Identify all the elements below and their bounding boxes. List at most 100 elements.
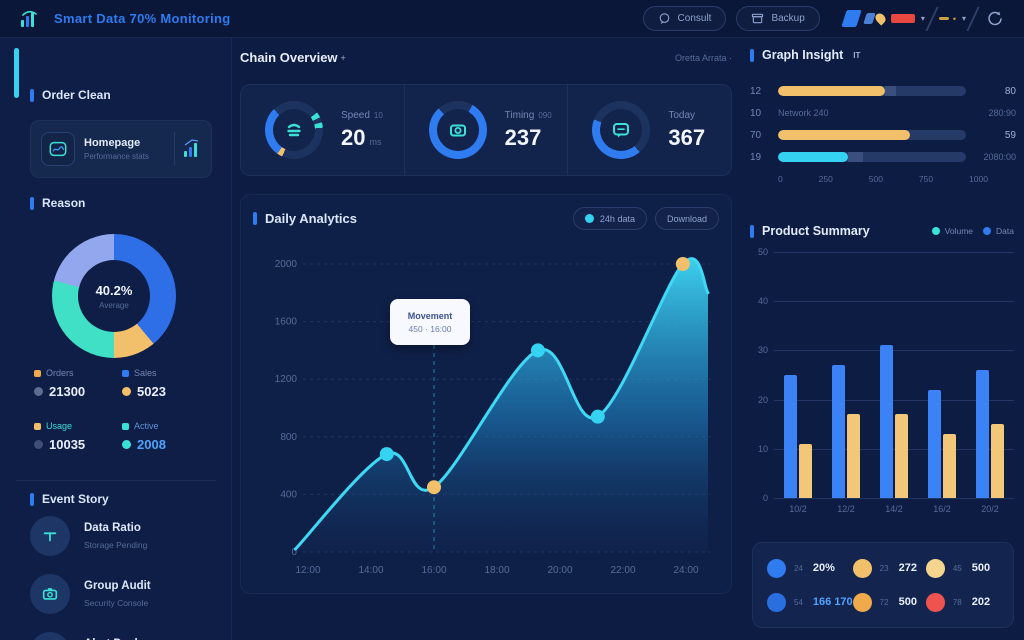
section-accent-bar — [30, 196, 34, 210]
event-text: Data Ratio Storage Pending — [84, 516, 147, 550]
donut-legend-label: Active — [134, 421, 159, 431]
stat-label: Speed — [341, 109, 370, 121]
legend-value: 20% — [812, 562, 835, 574]
y-tick-label: 2000 — [275, 259, 298, 270]
x-tick-label: 12/2 — [837, 504, 855, 514]
bar — [943, 434, 956, 498]
y-tick-label: 50 — [757, 247, 768, 257]
legend-glyph-icon — [34, 369, 41, 377]
insight-row-value: 80 — [1004, 85, 1016, 97]
event-list-item[interactable]: Alert Desk — [30, 632, 220, 640]
archive-box-icon — [752, 13, 764, 24]
overview-right-link[interactable]: Oretta Arrata · — [674, 52, 732, 63]
chart-dot — [379, 447, 394, 462]
backup-button-label: Backup — [771, 13, 805, 24]
homepage-card[interactable]: Homepage Performance stats — [30, 120, 212, 178]
bar-group — [976, 370, 1004, 498]
bar — [847, 414, 860, 498]
camera-icon — [429, 101, 487, 159]
bar — [832, 365, 845, 498]
legend-value: 166 170 — [812, 596, 853, 608]
wave-panel-icon — [49, 141, 67, 157]
product-summary-title: Product Summary — [762, 224, 870, 238]
section-accent-bar — [750, 224, 754, 238]
legend-item: 78 202 — [925, 592, 999, 612]
x-tick-label: 14/2 — [885, 504, 903, 514]
legend-label: Volume — [944, 226, 974, 236]
x-tick-label: 20/2 — [981, 504, 999, 514]
donut-legend-value-row: 2008 — [122, 437, 210, 452]
legend-dot — [767, 558, 786, 578]
x-tick-label: 10/2 — [789, 504, 807, 514]
insight-row-label: 10 — [750, 107, 762, 119]
legend-dot — [122, 387, 131, 396]
deco-slash-2 — [966, 6, 980, 31]
insight-progress-chart: 12 80 10 Network 240 280:90 70 59 19 2080:00 0 250… — [750, 80, 1016, 185]
deco-parallelogram — [841, 10, 862, 27]
legend-dot — [931, 227, 940, 235]
legend-dim-text: 72 — [879, 597, 889, 607]
stat-value: 237 — [504, 124, 542, 150]
chart-controls: 24h data Download — [572, 207, 719, 230]
y-tick-label: 30 — [757, 345, 768, 356]
event-list-item[interactable]: Data Ratio Storage Pending — [30, 516, 220, 556]
x-tick-label: 14:00 — [358, 565, 383, 576]
event-text: Group Audit Security Console — [84, 574, 151, 608]
gridline — [774, 498, 1014, 499]
legend-dot — [852, 558, 872, 578]
progress-track — [778, 130, 966, 140]
daily-analytics-card: Daily Analytics 24h data Download 0 400 80… — [240, 194, 732, 594]
deco-caret-icon-2: ▾ — [961, 14, 966, 23]
chart-dot — [530, 343, 545, 358]
legend-dot — [584, 214, 594, 223]
daily-analytics-title: Daily Analytics — [265, 211, 358, 226]
bar-group — [832, 365, 860, 498]
section-accent-bar — [30, 88, 34, 102]
download-button[interactable]: Download — [654, 207, 719, 230]
timing-progress-ring — [428, 101, 487, 159]
deco-slash — [925, 6, 939, 31]
stat-label: Today — [668, 109, 696, 121]
stat-text: Speed 10 20 ms — [341, 110, 383, 151]
legend-toggle-pill[interactable]: 24h data — [572, 207, 647, 230]
event-text: Alert Desk — [84, 632, 141, 640]
graph-insight-title-row: Graph Insight IT — [750, 48, 860, 62]
sidebar-section1-label: Order Clean — [42, 88, 111, 102]
axis-tick-label: 0 — [778, 174, 783, 184]
sidebar: Order Clean Homepage Performance stats — [0, 38, 232, 640]
legend-dim-text: 45 — [952, 563, 962, 573]
y-tick-label: 0 — [291, 547, 297, 558]
donut-legend-value: 21300 — [49, 384, 86, 399]
legend-dim-text: 24 — [794, 563, 803, 573]
refresh-button[interactable] — [984, 8, 1006, 30]
legend-dim-text: 54 — [794, 597, 803, 607]
legend-item-data: Data — [983, 226, 1014, 236]
legend-item: 45 500 — [925, 558, 999, 578]
axis-tick-label: 500 — [868, 174, 883, 184]
bar — [880, 345, 893, 498]
axis-tick-label: 250 — [818, 174, 833, 184]
bar — [799, 443, 812, 498]
donut-legend-label-row: Active — [122, 421, 210, 431]
bar-group — [928, 389, 956, 498]
legend-dot — [767, 592, 786, 612]
legend-item: 72 500 — [852, 592, 926, 612]
progress-track — [778, 152, 966, 162]
legend-dim-text: 78 — [952, 597, 962, 607]
donut-ring — [52, 234, 176, 358]
sidebar-active-indicator — [14, 48, 19, 98]
laptop-icon — [30, 632, 70, 640]
consult-button[interactable]: Consult — [642, 6, 727, 31]
progress-extra-segment — [847, 152, 863, 162]
donut-legend-value: 5023 — [137, 384, 166, 399]
axis-tick-label: 750 — [918, 174, 934, 184]
sidebar-section-order-clean: Order Clean — [30, 88, 111, 102]
bar-group — [880, 345, 908, 498]
sidebar-section-reason: Reason — [30, 196, 85, 210]
chart-dot — [590, 409, 605, 424]
donut-legend-label: Sales — [134, 368, 157, 378]
backup-button[interactable]: Backup — [736, 6, 820, 31]
event-list-item[interactable]: Group Audit Security Console — [30, 574, 220, 614]
insight-row: 10 Network 240 280:90 — [750, 102, 1016, 124]
legend-item: 54 166 170 — [767, 592, 853, 612]
